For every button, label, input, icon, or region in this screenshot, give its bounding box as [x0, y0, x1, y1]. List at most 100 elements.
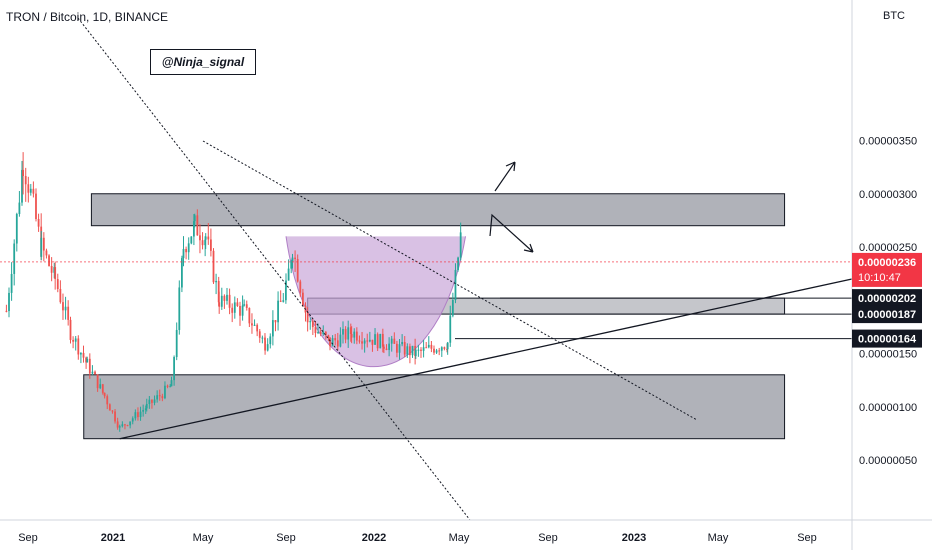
candle-body — [317, 332, 319, 334]
x-tick-label: May — [708, 532, 729, 544]
candle-body — [430, 344, 433, 349]
candle-body — [287, 268, 290, 281]
candle-body — [435, 350, 438, 353]
y-tick-label: 0.00000100 — [859, 402, 917, 414]
candle-body — [411, 345, 414, 356]
candle-body — [96, 374, 99, 389]
candle-body — [256, 324, 259, 332]
ascending-trendline — [119, 278, 853, 440]
candle-body — [139, 411, 142, 418]
candle-body — [454, 269, 457, 301]
candle-body — [166, 385, 169, 387]
price-tag-label: 0.00000164 — [858, 334, 917, 346]
candle-body — [185, 248, 187, 253]
candle-body — [64, 306, 67, 311]
candle-body — [199, 235, 201, 241]
candle-body — [193, 215, 196, 222]
candle-body — [62, 302, 64, 311]
candle-body — [193, 221, 195, 237]
candle-body — [363, 340, 366, 344]
candle-body — [451, 300, 454, 316]
candle-body — [350, 334, 353, 338]
candle-body — [48, 255, 50, 266]
candle-body — [417, 349, 420, 351]
y-tick-label: 0.00000050 — [859, 455, 917, 467]
candle-body — [204, 239, 207, 246]
candle-body — [77, 338, 80, 355]
candle-body — [358, 340, 361, 342]
candle-body — [231, 307, 234, 313]
descending-trendline-2 — [202, 140, 698, 421]
candle-body — [126, 425, 129, 427]
candle-body — [204, 236, 207, 240]
candle-body — [261, 337, 264, 339]
candle-body — [277, 300, 279, 323]
candle-body — [327, 335, 330, 338]
candle-body — [59, 288, 62, 303]
candle-body — [156, 395, 159, 400]
candle-body — [284, 287, 287, 301]
candle-body — [446, 342, 449, 350]
candle-body — [406, 346, 409, 355]
candle-body — [27, 184, 30, 193]
candle-body — [207, 236, 210, 240]
candle-body — [220, 295, 223, 307]
candle-body — [226, 294, 228, 301]
candle-body — [134, 412, 137, 419]
candle-body — [291, 257, 294, 262]
candle-body — [324, 331, 327, 336]
candle-body — [10, 273, 13, 293]
chart-title: TRON / Bitcoin, 1D, BINANCE — [6, 10, 169, 24]
candle-body — [440, 347, 443, 351]
candle-body — [40, 237, 43, 257]
candle-body — [111, 410, 114, 412]
candle-body — [137, 412, 139, 418]
price-tag — [852, 305, 922, 324]
candle-body — [223, 295, 226, 301]
candle-body — [190, 236, 193, 244]
candle-body — [22, 169, 25, 177]
candle-body — [401, 342, 404, 345]
candle-body — [269, 336, 272, 345]
candle-body — [80, 352, 82, 355]
candle-body — [129, 421, 132, 426]
candle-body — [319, 332, 322, 334]
candle-body — [366, 340, 369, 342]
price-tag — [852, 329, 922, 348]
candle-body — [158, 395, 161, 397]
candle-body — [8, 292, 10, 312]
candle-body — [314, 327, 317, 334]
candle-body — [217, 281, 220, 303]
candle-body — [422, 347, 425, 351]
candle-body — [443, 347, 446, 349]
x-tick-label: 2022 — [362, 532, 386, 544]
candle-body — [142, 409, 145, 412]
candle-body — [420, 349, 422, 351]
candle-body — [290, 261, 293, 269]
candle-body — [396, 343, 398, 353]
candle-body — [175, 329, 178, 358]
candle-body — [187, 243, 190, 253]
candle-body — [164, 385, 166, 399]
candle-body — [13, 243, 16, 274]
candle-body — [322, 331, 325, 334]
candle-body — [72, 339, 74, 342]
candle-body — [245, 304, 248, 308]
candle-body — [361, 341, 363, 344]
candle-body — [374, 334, 376, 345]
candle-body — [409, 346, 411, 356]
candle-body — [331, 338, 334, 347]
candle-body — [274, 320, 277, 323]
candle-body — [50, 265, 53, 273]
candle-body — [85, 357, 87, 363]
candle-body — [153, 399, 156, 403]
arrow-up — [494, 161, 516, 192]
candle-body — [398, 344, 401, 353]
zones-layer — [83, 193, 786, 440]
candle-body — [433, 348, 435, 353]
author-tag: @Ninja_signal — [150, 49, 256, 75]
candle-body — [282, 300, 285, 302]
y-tick-label: 0.00000300 — [859, 189, 917, 201]
